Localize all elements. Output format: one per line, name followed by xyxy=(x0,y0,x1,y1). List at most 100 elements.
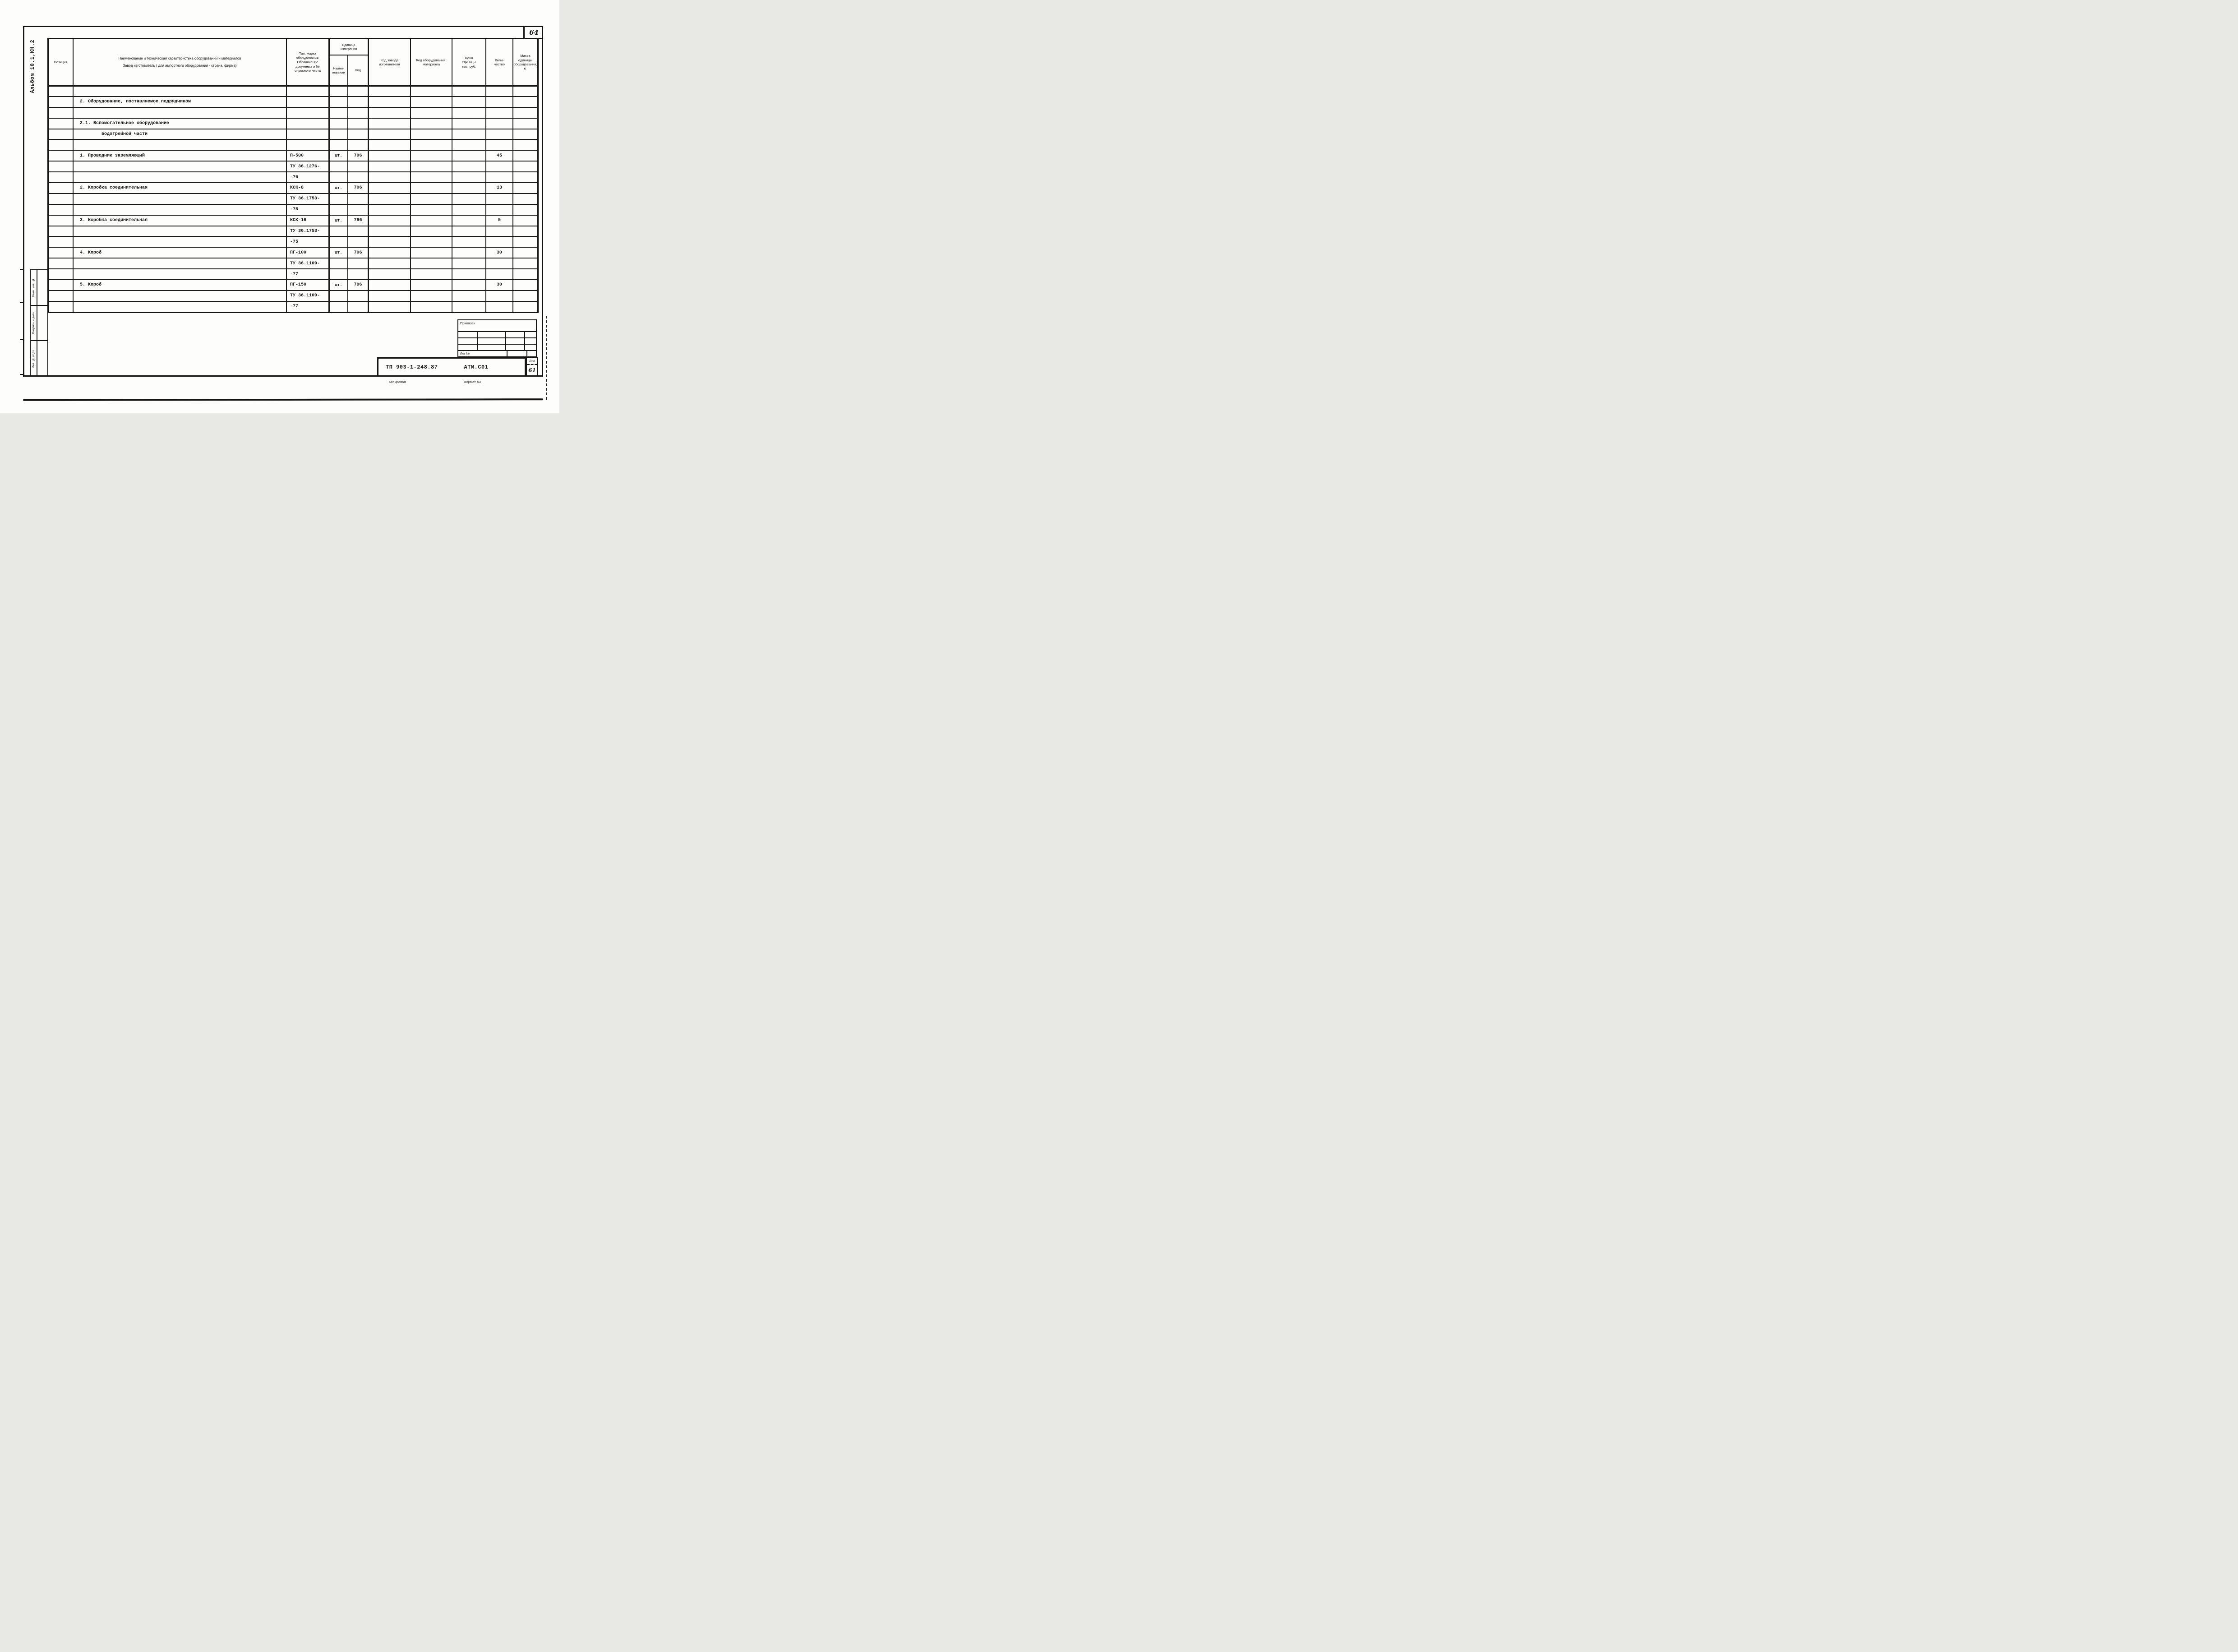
column-header-name-line1: Наименование и техническая характеристик… xyxy=(118,56,241,61)
column-header-unit-code: Код xyxy=(348,55,369,85)
page-edge-dashed-line xyxy=(546,316,547,400)
cell-code: 796 xyxy=(348,150,369,161)
cell-name xyxy=(74,106,287,118)
cell-zav xyxy=(369,85,411,96)
sheet-label: Лист xyxy=(527,358,537,365)
cell-pos xyxy=(49,236,74,247)
cell-price xyxy=(452,300,486,312)
sheet-number: 61 xyxy=(528,367,536,374)
cell-mass xyxy=(513,96,537,107)
cell-mass xyxy=(513,214,537,226)
cell-price xyxy=(452,193,486,204)
copied-by-label: Копировал xyxy=(389,380,406,384)
sheet-number-box: Лист 61 xyxy=(526,357,538,377)
stamp-podpis-data-label: Подпись и дата xyxy=(32,312,35,334)
column-header-name-line2: Завод изготовитель ( для импортного обор… xyxy=(123,64,237,68)
cell-name xyxy=(74,171,287,183)
cell-mass xyxy=(513,258,537,268)
column-header-price: Цена единицы тыс. руб. xyxy=(452,39,486,85)
cell-zav xyxy=(369,150,411,161)
cell-pos xyxy=(49,117,74,129)
cell-type xyxy=(287,139,330,150)
inventory-number-row: Инв № xyxy=(458,351,536,356)
cell-name xyxy=(74,268,287,280)
cell-price xyxy=(452,203,486,215)
stamp-grid-cell xyxy=(525,332,536,338)
cell-pos xyxy=(49,171,74,183)
cell-pos xyxy=(49,279,74,290)
cell-code xyxy=(348,96,369,107)
cell-unit xyxy=(330,268,348,280)
column-header-unit-group: Единица измерения xyxy=(330,39,369,55)
column-header-position: Позиция xyxy=(49,39,74,85)
stamp-inv-podl-label: Инв. № подл. xyxy=(32,349,35,368)
cell-name xyxy=(74,193,287,204)
cell-qty xyxy=(486,290,513,301)
stamp-grid-cell xyxy=(458,338,478,345)
cell-mass xyxy=(513,182,537,193)
cell-eq xyxy=(411,85,452,96)
cell-price xyxy=(452,258,486,269)
cell-mass xyxy=(513,106,537,118)
cell-type: ТУ 36.1276- xyxy=(287,161,330,172)
cell-qty: 30 xyxy=(486,279,513,290)
cell-pos xyxy=(49,139,74,150)
cell-price xyxy=(452,268,486,280)
column-header-factory-code: Код завода изготовителя xyxy=(369,39,411,85)
cell-pos xyxy=(49,300,74,312)
cell-qty xyxy=(486,300,513,312)
column-header-mass: Масса единицы оборудования, кг xyxy=(513,54,537,71)
cell-eq xyxy=(411,182,452,193)
cell-zav xyxy=(369,117,411,129)
scan-edge-line xyxy=(23,398,544,401)
cell-type: ПГ-100 xyxy=(287,247,330,258)
cell-mass xyxy=(513,290,537,301)
cell-name: 2. Оборудование, поставляемое подрядчико… xyxy=(74,96,287,107)
cell-qty xyxy=(486,139,513,150)
equipment-specification-table: Позиция Наименование и техническая харак… xyxy=(47,38,539,313)
cell-mass xyxy=(513,279,537,290)
cell-type: ТУ 36.1109- xyxy=(287,258,330,269)
stamp-grid-cell xyxy=(478,332,506,338)
cell-pos xyxy=(49,268,74,280)
inventory-number-cell xyxy=(507,351,526,356)
cell-unit: шт. xyxy=(330,182,348,193)
cell-zav xyxy=(369,236,411,247)
cell-type xyxy=(287,85,330,96)
cell-pos xyxy=(49,193,74,204)
cell-unit xyxy=(330,290,348,301)
cell-eq xyxy=(411,225,452,236)
cell-price xyxy=(452,290,486,301)
stamp-vzam-inv-label: Взам. инв. № xyxy=(32,278,35,297)
cell-zav xyxy=(369,139,411,150)
cell-unit xyxy=(330,161,348,172)
cell-name xyxy=(74,203,287,215)
cell-mass xyxy=(513,300,537,312)
cell-price xyxy=(452,225,486,236)
cell-qty xyxy=(486,258,513,269)
cell-name: 1. Проводник заземляющий xyxy=(74,150,287,161)
cell-name xyxy=(74,139,287,150)
cell-zav xyxy=(369,214,411,226)
binding-stamp-block: Привязан Инв № xyxy=(457,319,537,357)
cell-mass xyxy=(513,128,537,139)
cell-qty xyxy=(486,85,513,96)
frame-tick xyxy=(20,374,24,375)
cell-mass xyxy=(513,150,537,161)
stamp-grid-cell xyxy=(478,338,506,345)
cell-eq xyxy=(411,247,452,258)
cell-qty xyxy=(486,106,513,118)
cell-unit xyxy=(330,300,348,312)
cell-name xyxy=(74,258,287,269)
cell-unit xyxy=(330,139,348,150)
page-number-box: 64 xyxy=(523,27,543,39)
side-stamp-value-cell xyxy=(37,306,47,341)
cell-price xyxy=(452,85,486,96)
cell-code: 796 xyxy=(348,279,369,290)
binding-label: Привязан xyxy=(458,320,536,332)
cell-type: -77 xyxy=(287,268,330,280)
side-stamp-label-cell: Инв. № подл. xyxy=(31,341,37,376)
cell-name xyxy=(74,290,287,301)
cell-type: -77 xyxy=(287,300,330,312)
cell-name: 2.1. Вспомогательное оборудование xyxy=(74,117,287,129)
